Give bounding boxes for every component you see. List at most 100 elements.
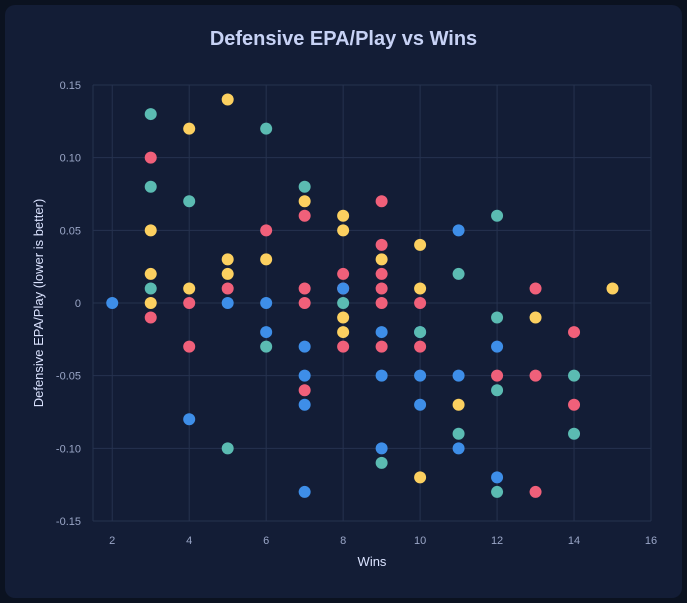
data-point[interactable] [375,456,388,469]
data-point[interactable] [183,282,196,295]
data-point[interactable] [414,398,427,411]
data-point[interactable] [260,297,273,309]
data-point[interactable] [298,485,311,498]
data-point[interactable] [491,369,504,382]
data-point[interactable] [221,253,234,266]
data-point[interactable] [491,340,504,353]
ticks-layer: 2 4 6 8 10 12 14 16 0.15 0.10 0.05 0 -0.05 -0.10 -0.15 [56,80,657,547]
data-point[interactable] [375,369,388,382]
data-point[interactable] [375,340,388,353]
x-tick-label: 8 [340,535,346,547]
data-point[interactable] [414,369,427,382]
data-point[interactable] [452,224,465,237]
data-point[interactable] [298,297,311,309]
data-point[interactable] [183,413,196,426]
data-point[interactable] [491,471,504,484]
x-tick-label: 4 [186,535,192,547]
data-point[interactable] [298,209,311,222]
data-point[interactable] [414,340,427,353]
data-point[interactable] [606,282,619,295]
data-point[interactable] [183,122,196,135]
y-tick-label: -0.05 [56,371,81,383]
data-point[interactable] [221,267,234,280]
data-point[interactable] [529,282,542,295]
data-point[interactable] [375,253,388,266]
data-point[interactable] [337,224,350,237]
data-point[interactable] [375,238,388,251]
data-point[interactable] [144,297,157,309]
data-point[interactable] [260,340,273,353]
y-tick-label: 0 [75,298,81,310]
data-point[interactable] [414,471,427,484]
data-point[interactable] [452,267,465,280]
data-point[interactable] [529,369,542,382]
data-point[interactable] [337,340,350,353]
data-point[interactable] [221,297,234,309]
data-point[interactable] [144,224,157,237]
data-point[interactable] [221,442,234,455]
data-point[interactable] [337,311,350,324]
data-point[interactable] [144,311,157,324]
data-point[interactable] [221,93,234,106]
data-point[interactable] [298,282,311,295]
data-point[interactable] [144,151,157,164]
x-tick-label: 10 [414,535,426,547]
data-point[interactable] [144,180,157,193]
data-point[interactable] [375,195,388,208]
data-point[interactable] [260,253,273,266]
data-point[interactable] [298,369,311,382]
grid-layer [92,84,652,522]
data-point[interactable] [221,282,234,295]
data-point[interactable] [568,398,581,411]
data-point[interactable] [183,340,196,353]
data-point[interactable] [298,398,311,411]
data-point[interactable] [144,108,157,121]
data-point[interactable] [260,224,273,237]
data-point[interactable] [337,209,350,222]
data-point[interactable] [337,326,350,339]
data-point[interactable] [144,267,157,280]
y-tick-label: 0.05 [60,225,81,237]
data-point[interactable] [298,340,311,353]
data-point[interactable] [491,384,504,397]
data-point[interactable] [414,238,427,251]
data-point[interactable] [529,485,542,498]
x-tick-label: 12 [491,535,503,547]
data-point[interactable] [452,442,465,455]
data-point[interactable] [183,195,196,208]
data-point[interactable] [298,195,311,208]
data-point[interactable] [568,326,581,339]
data-point[interactable] [144,282,157,295]
data-point[interactable] [529,311,542,324]
data-point[interactable] [337,297,350,309]
data-point[interactable] [298,384,311,397]
data-point[interactable] [375,442,388,455]
data-point[interactable] [106,297,119,309]
data-point[interactable] [375,297,388,309]
data-point[interactable] [375,267,388,280]
data-point[interactable] [491,485,504,498]
data-point[interactable] [375,282,388,295]
x-tick-label: 16 [645,535,657,547]
data-point[interactable] [337,282,350,295]
data-point[interactable] [414,282,427,295]
y-tick-label: 0.10 [60,153,81,165]
data-point[interactable] [298,180,311,193]
data-point[interactable] [452,369,465,382]
data-point[interactable] [337,267,350,280]
data-point[interactable] [491,311,504,324]
data-point[interactable] [183,297,196,309]
data-point[interactable] [414,297,427,309]
data-point[interactable] [568,369,581,382]
data-point[interactable] [375,326,388,339]
data-point[interactable] [260,326,273,339]
data-point[interactable] [414,326,427,339]
data-point[interactable] [260,122,273,135]
points-layer [106,93,619,498]
data-point[interactable] [568,427,581,440]
data-point[interactable] [452,427,465,440]
y-tick-label: -0.10 [56,443,81,455]
data-point[interactable] [452,398,465,411]
data-point[interactable] [491,209,504,222]
